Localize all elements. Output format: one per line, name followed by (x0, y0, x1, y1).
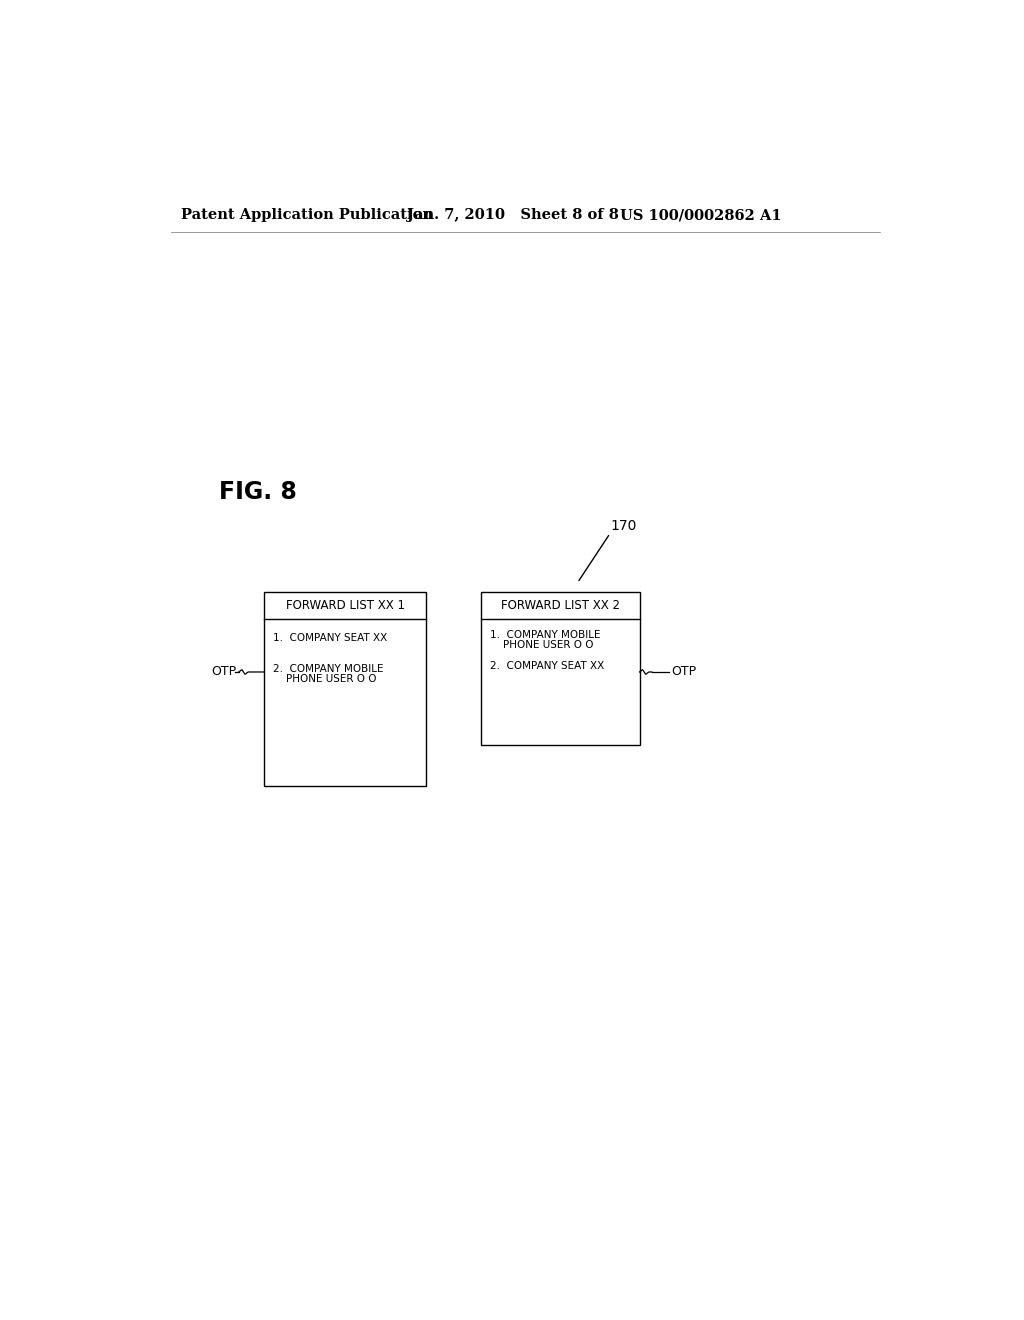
Text: 170: 170 (610, 519, 637, 533)
Text: 2.  COMPANY MOBILE: 2. COMPANY MOBILE (273, 664, 383, 673)
Text: 2.  COMPANY SEAT XX: 2. COMPANY SEAT XX (489, 661, 604, 671)
Text: FIG. 8: FIG. 8 (219, 480, 297, 504)
Text: 1.  COMPANY MOBILE: 1. COMPANY MOBILE (489, 630, 600, 640)
Text: Jan. 7, 2010   Sheet 8 of 8: Jan. 7, 2010 Sheet 8 of 8 (407, 209, 618, 223)
Text: 1.  COMPANY SEAT XX: 1. COMPANY SEAT XX (273, 632, 387, 643)
Text: Patent Application Publication: Patent Application Publication (180, 209, 433, 223)
Text: OTP: OTP (672, 665, 696, 678)
Bar (480, 591, 640, 744)
Text: PHONE USER O O: PHONE USER O O (273, 675, 377, 684)
Text: FORWARD LIST XX 2: FORWARD LIST XX 2 (501, 599, 620, 612)
Text: PHONE USER O O: PHONE USER O O (489, 640, 594, 651)
Bar (263, 591, 426, 785)
Text: OTP: OTP (212, 665, 237, 678)
Text: FORWARD LIST XX 1: FORWARD LIST XX 1 (286, 599, 404, 612)
Text: US 100/0002862 A1: US 100/0002862 A1 (621, 209, 781, 223)
